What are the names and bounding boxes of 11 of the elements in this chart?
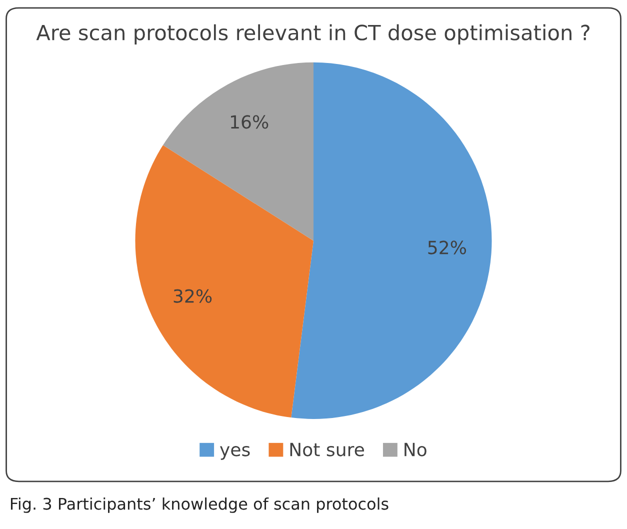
pie-slice	[135, 145, 314, 418]
chart-title: Are scan protocols relevant in CT dose optimisation ?	[36, 24, 590, 44]
legend-label: No	[404, 442, 426, 456]
data-label: 16%	[231, 115, 268, 129]
data-label: 52%	[428, 240, 466, 254]
pie-slice	[291, 62, 492, 419]
data-label: 32%	[174, 289, 212, 303]
legend-label: Not sure	[290, 442, 364, 456]
legend-label: yes	[220, 446, 250, 460]
caption: Fig. 3 Participants’ knowledge of scan protocols	[10, 497, 388, 513]
pie-slice	[162, 62, 314, 241]
